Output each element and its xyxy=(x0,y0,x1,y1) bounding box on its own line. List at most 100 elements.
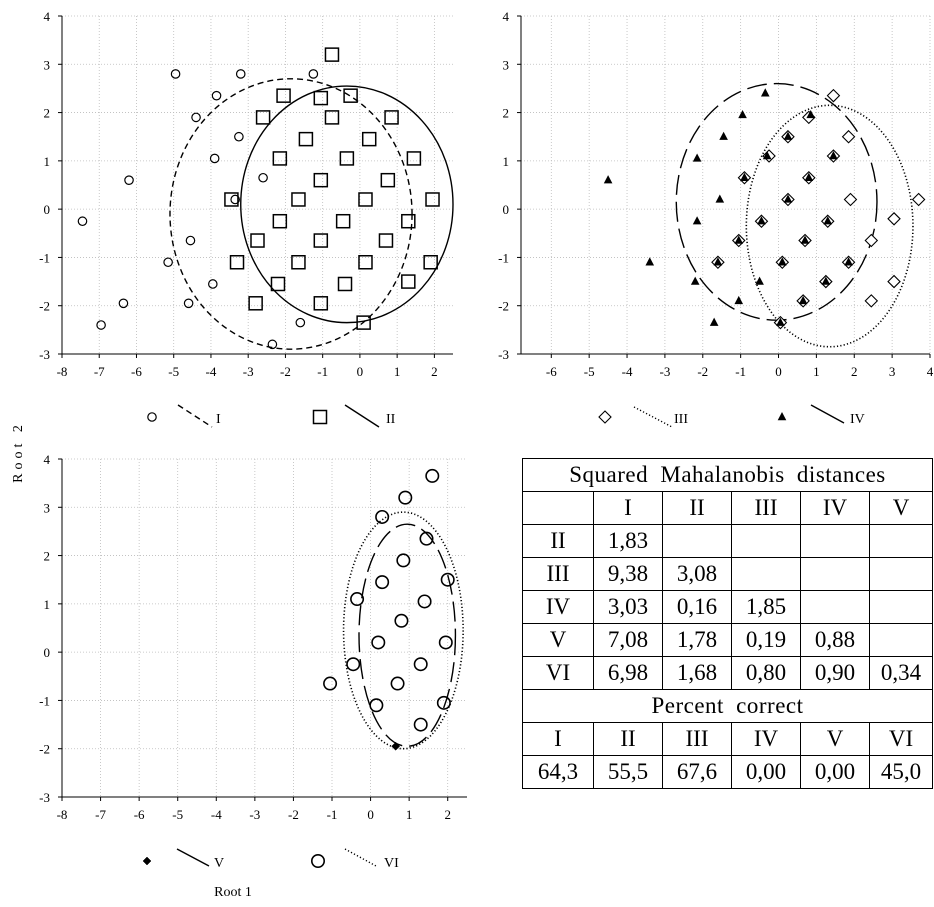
column-header: III xyxy=(731,491,801,525)
table-cell: II xyxy=(522,524,594,558)
point-II xyxy=(270,276,286,292)
table-cell: 6,98 xyxy=(593,656,663,690)
point-III xyxy=(841,129,856,144)
point-I xyxy=(258,172,268,183)
point-IV xyxy=(603,175,613,184)
point-IV xyxy=(692,153,702,162)
y-tick-label: -1 xyxy=(39,250,50,265)
point-II xyxy=(224,192,239,207)
ellipse-V xyxy=(358,523,457,748)
table-row: IV 3,03 0,16 1,85 xyxy=(522,590,933,624)
table-cell xyxy=(731,557,801,591)
table-cell: VI xyxy=(522,656,594,690)
x-tick-label: -5 xyxy=(172,807,183,822)
legend-line-II xyxy=(344,404,380,428)
point-II xyxy=(298,131,314,147)
table-cell: 0,16 xyxy=(662,590,732,624)
y-tick-label: -3 xyxy=(39,347,50,362)
legend-marker-II xyxy=(312,409,328,425)
y-tick-label: -3 xyxy=(498,347,509,362)
x-tick-label: -1 xyxy=(317,364,328,379)
point-II xyxy=(406,151,422,166)
y-tick-label: -3 xyxy=(39,790,50,805)
legend-line-I xyxy=(177,404,213,428)
point-II xyxy=(378,233,394,248)
point-I xyxy=(267,339,278,350)
legend-line-VI xyxy=(344,848,377,867)
point-IV xyxy=(709,317,719,326)
point-II xyxy=(324,110,340,125)
legend-label-I: I xyxy=(216,412,221,427)
table-cell: 0,90 xyxy=(800,656,870,690)
y-tick-label: -2 xyxy=(498,299,509,314)
table-cell: III xyxy=(522,557,594,591)
point-I xyxy=(170,69,181,79)
point-I xyxy=(96,320,106,330)
table-header-row: I II III IV V xyxy=(522,491,933,525)
point-V xyxy=(391,741,400,751)
y-tick-label: 2 xyxy=(44,106,51,121)
table-cell: 9,38 xyxy=(593,557,663,591)
point-VI xyxy=(438,635,453,650)
point-VI xyxy=(390,676,405,691)
point-II xyxy=(361,131,377,147)
point-II xyxy=(401,213,416,229)
scatter-panel-V-VI: -8 -7 -6 -5 -4 -3 -2 -1 0 1 2 -3 -2 -1 0 1 2 3 4 V VI xyxy=(39,452,467,871)
point-VI xyxy=(425,468,440,483)
table-cell: 45,0 xyxy=(869,755,933,789)
point-IV xyxy=(719,131,728,140)
y-tick-label: 0 xyxy=(44,202,51,217)
x-tick-label: 1 xyxy=(406,807,413,822)
point-III xyxy=(864,294,879,308)
y-tick-label: 2 xyxy=(503,106,510,121)
table-cell: IV xyxy=(522,590,594,624)
point-I xyxy=(230,194,240,205)
ellipse-I xyxy=(169,78,413,350)
table-row: VI 6,98 1,68 0,80 0,90 0,34 xyxy=(522,656,933,690)
point-II xyxy=(423,255,438,270)
point-II xyxy=(250,233,265,248)
table-cell: V xyxy=(522,623,594,657)
scatter-panel-III-IV: -6 -5 -4 -3 -2 -1 0 1 2 3 4 -3 -2 -1 0 1 2 3 4 III IV xyxy=(498,9,934,428)
x-tick-label: -5 xyxy=(168,364,179,379)
percent-title-row: Percent correct xyxy=(522,689,933,723)
table-cell: 7,08 xyxy=(593,623,663,657)
point-II xyxy=(229,255,245,270)
table-cell: 1,78 xyxy=(662,623,732,657)
point-II xyxy=(339,151,355,166)
point-IV xyxy=(783,131,793,140)
point-IV xyxy=(762,151,772,160)
point-IV xyxy=(713,257,723,266)
point-II xyxy=(313,233,329,248)
point-I xyxy=(295,317,306,328)
point-I xyxy=(118,298,129,309)
percent-title: Percent correct xyxy=(522,689,933,723)
y-tick-label: 3 xyxy=(503,57,510,72)
x-tick-label: -8 xyxy=(57,807,68,822)
x-tick-label: -3 xyxy=(249,807,260,822)
point-VI xyxy=(375,575,390,590)
x-tick-label: 0 xyxy=(357,364,364,379)
point-IV xyxy=(821,276,831,285)
point-VI xyxy=(417,594,432,609)
legend-label-V: V xyxy=(214,856,224,871)
point-II xyxy=(255,110,271,125)
table-cell: 1,68 xyxy=(662,656,732,690)
point-II xyxy=(272,151,288,166)
point-I xyxy=(209,153,220,164)
table-cell xyxy=(662,524,732,558)
point-II xyxy=(380,172,396,188)
point-III xyxy=(826,88,841,103)
y-tick-label: 1 xyxy=(44,597,51,612)
point-II xyxy=(337,276,353,292)
x-tick-label: -6 xyxy=(134,807,145,822)
table-cell: 55,5 xyxy=(593,755,663,789)
table-cell: 0,19 xyxy=(731,623,801,657)
point-II xyxy=(324,47,340,62)
column-header: I xyxy=(593,491,663,525)
x-tick-label: 2 xyxy=(851,364,858,379)
y-tick-label: 4 xyxy=(44,9,51,24)
legend-line-IV xyxy=(810,404,845,424)
column-header: II xyxy=(593,722,663,756)
